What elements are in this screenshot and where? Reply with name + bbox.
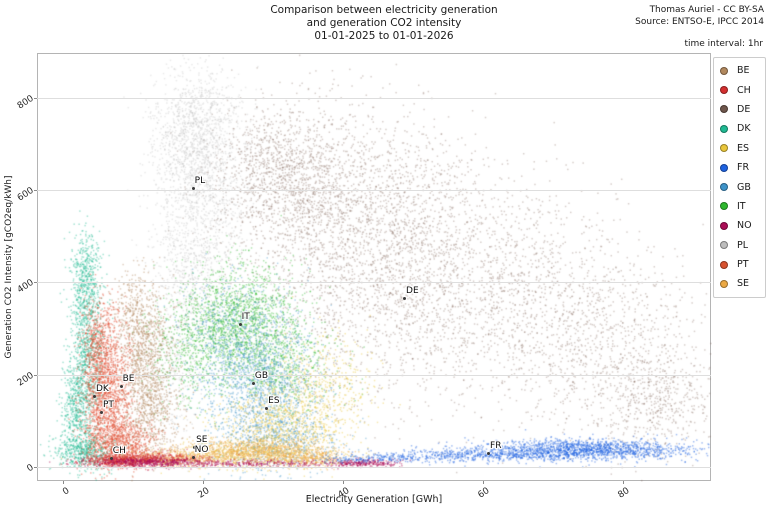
legend-swatch-GB xyxy=(720,183,728,192)
y-tickmark-200 xyxy=(34,374,37,376)
cluster-label-text-ES: ES xyxy=(268,396,280,407)
legend-item-SE: SE xyxy=(720,274,765,293)
legend-label-DE: DE xyxy=(737,103,751,115)
x-tickmark-0 xyxy=(62,481,64,484)
legend-label-FR: FR xyxy=(737,162,750,174)
cluster-marker-dot-ES xyxy=(265,407,269,411)
legend-swatch-PL xyxy=(720,241,728,250)
legend-item-CH: CH xyxy=(720,80,765,99)
cluster-label-text-BE: BE xyxy=(122,373,135,384)
legend-label-CH: CH xyxy=(737,84,751,96)
legend-swatch-SE xyxy=(720,279,728,288)
cluster-label-text-GB: GB xyxy=(254,371,269,382)
legend-swatch-ES xyxy=(720,144,728,153)
legend-item-DE: DE xyxy=(720,100,765,119)
cluster-marker-dot-BE xyxy=(119,384,123,388)
cluster-label-text-PT: PT xyxy=(102,400,114,411)
cluster-marker-dot-DE xyxy=(403,297,407,301)
legend-swatch-DE xyxy=(720,105,728,114)
cluster-marker-dot-PT xyxy=(99,411,103,415)
x-axis-label: Electricity Generation [GWh] xyxy=(305,494,443,505)
gridline-y-600 xyxy=(37,190,711,192)
cluster-marker-dot-FR xyxy=(487,452,491,456)
credits-author: Thomas Auriel - CC BY-SA xyxy=(649,5,764,15)
legend-title: time interval: 1hr xyxy=(684,39,763,49)
cluster-marker-dot-IT xyxy=(238,323,242,327)
legend-item-DK: DK xyxy=(720,119,765,138)
cluster-label-text-CH: CH xyxy=(112,445,126,456)
y-tickmark-400 xyxy=(34,282,37,284)
legend-item-ES: ES xyxy=(720,139,765,158)
legend-label-PT: PT xyxy=(737,259,749,271)
gridline-y-0 xyxy=(37,467,711,469)
cluster-marker-dot-SE xyxy=(193,446,197,450)
legend-swatch-FR xyxy=(720,163,728,172)
cluster-label-text-PL: PL xyxy=(194,175,206,186)
legend-item-NO: NO xyxy=(720,216,765,235)
legend-label-IT: IT xyxy=(737,200,746,212)
cluster-label-text-DK: DK xyxy=(95,384,109,395)
legend-item-GB: GB xyxy=(720,177,765,196)
legend-swatch-PT xyxy=(720,260,728,269)
y-tickmark-0 xyxy=(34,467,37,469)
x-tickmark-40 xyxy=(342,481,344,484)
legend-label-PL: PL xyxy=(737,239,749,251)
y-tick-label-200: 200 xyxy=(15,370,36,389)
legend-item-FR: FR xyxy=(720,158,765,177)
legend-label-DK: DK xyxy=(737,123,751,135)
chart-title-line1: Comparison between electricity generatio… xyxy=(270,4,498,16)
cluster-label-text-DE: DE xyxy=(406,286,419,297)
y-axis-label: Generation CO2 Intensity [gCO2eq/kWh] xyxy=(4,175,14,359)
cluster-label-text-IT: IT xyxy=(241,312,250,323)
cluster-marker-dot-PL xyxy=(191,186,195,190)
y-tick-label-400: 400 xyxy=(15,278,36,297)
credits-source: Source: ENTSO-E, IPCC 2014 xyxy=(635,16,764,27)
legend-label-NO: NO xyxy=(737,220,752,232)
x-tickmark-60 xyxy=(482,481,484,484)
legend-box: BE CH DE DK ES FR GB IT NO PL PT SE xyxy=(713,57,766,298)
legend-swatch-CH xyxy=(720,86,728,95)
x-tickmark-20 xyxy=(202,481,204,484)
cluster-label-text-FR: FR xyxy=(490,441,502,452)
legend-item-PT: PT xyxy=(720,255,765,274)
legend-item-PL: PL xyxy=(720,236,765,255)
chart-title-line2: and generation CO2 intensity xyxy=(306,17,462,29)
y-tick-label-800: 800 xyxy=(15,93,36,112)
plot-area xyxy=(37,53,712,482)
legend-label-BE: BE xyxy=(737,65,750,77)
cluster-marker-dot-GB xyxy=(251,382,255,386)
legend-item-BE: BE xyxy=(720,61,765,80)
legend-swatch-DK xyxy=(720,124,728,133)
legend-label-ES: ES xyxy=(737,142,750,154)
gridline-y-800 xyxy=(37,97,711,99)
legend-swatch-BE xyxy=(720,66,728,75)
y-tick-label-600: 600 xyxy=(15,185,36,204)
cluster-marker-dot-CH xyxy=(109,456,113,460)
legend-swatch-IT xyxy=(720,202,728,211)
y-tick-label-0: 0 xyxy=(25,462,36,475)
cluster-marker-dot-DK xyxy=(92,395,96,399)
chart-title-line3: 01-01-2025 to 01-01-2026 xyxy=(314,30,454,42)
gridline-y-200 xyxy=(37,374,711,376)
x-tickmark-80 xyxy=(622,481,624,484)
credits: Thomas Auriel - CC BY-SA Source: ENTSO-E… xyxy=(635,5,764,28)
y-tickmark-600 xyxy=(34,190,37,192)
scatter-canvas xyxy=(38,54,712,482)
legend-swatch-NO xyxy=(720,221,728,230)
legend-label-GB: GB xyxy=(737,181,751,193)
legend-label-SE: SE xyxy=(737,278,750,290)
chart-title: Comparison between electricity generatio… xyxy=(154,4,614,43)
legend-item-IT: IT xyxy=(720,197,765,216)
cluster-marker-dot-NO xyxy=(191,456,195,460)
cluster-label-text-NO: NO xyxy=(194,445,209,456)
cluster-label-text-SE: SE xyxy=(196,435,208,446)
y-tickmark-800 xyxy=(34,97,37,99)
gridline-y-400 xyxy=(37,282,711,284)
